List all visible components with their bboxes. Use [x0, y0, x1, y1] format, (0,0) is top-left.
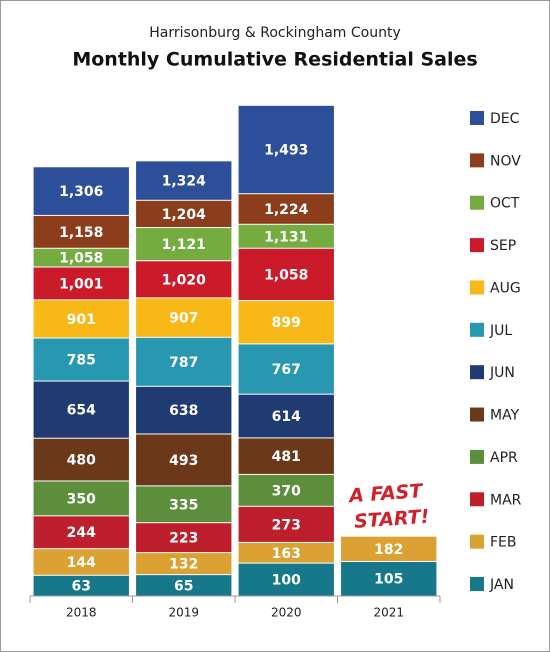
legend-swatch [470, 407, 484, 422]
value-label: 1,058 [264, 267, 308, 283]
value-label: 1,204 [162, 207, 207, 223]
value-label: 273 [272, 517, 301, 533]
value-label: 163 [272, 546, 301, 562]
value-label: 1,493 [264, 143, 308, 159]
legend-label: APR [490, 450, 518, 466]
legend-label: SEP [490, 238, 516, 254]
value-label: 767 [272, 362, 301, 378]
x-tick-label: 2019 [168, 606, 199, 620]
value-label: 493 [169, 453, 198, 469]
value-label: 1,121 [162, 237, 206, 253]
value-label: 654 [67, 403, 96, 419]
value-label: 901 [67, 312, 96, 328]
legend-swatch [470, 492, 484, 507]
legend-label: MAY [490, 408, 520, 424]
bar [237, 562, 335, 597]
legend-swatch [470, 153, 484, 168]
value-label: 480 [67, 453, 96, 469]
value-label: 65 [174, 578, 193, 594]
value-label: 132 [169, 557, 198, 573]
value-label: 907 [169, 311, 198, 327]
value-label: 1,306 [59, 184, 103, 200]
bar [340, 560, 438, 597]
value-label: 785 [67, 353, 96, 369]
value-label: 105 [374, 572, 403, 588]
value-label: 787 [169, 355, 198, 371]
value-label: 335 [169, 497, 198, 513]
legend-label: FEB [490, 535, 517, 551]
value-label: 182 [374, 542, 403, 558]
legend-swatch [470, 449, 484, 464]
value-label: 63 [72, 579, 91, 595]
chart-subtitle: Harrisonburg & Rockingham County [149, 25, 401, 41]
annotation: START! [353, 506, 430, 533]
legend-swatch [470, 111, 484, 125]
value-label: 244 [67, 525, 96, 541]
annotation: A FAST [346, 480, 425, 507]
legend-label: DEC [490, 111, 520, 127]
value-label: 1,131 [264, 229, 308, 245]
legend-label: JAN [489, 577, 514, 593]
legend-label: JUN [489, 365, 515, 381]
value-label: 100 [272, 573, 301, 589]
value-label: 614 [272, 409, 301, 425]
legend-label: MAR [490, 492, 522, 508]
value-label: 481 [272, 449, 301, 465]
value-label: 1,158 [59, 225, 103, 241]
legend-label: JUL [489, 323, 512, 339]
value-label: 899 [272, 315, 301, 331]
value-label: 350 [67, 491, 96, 507]
legend-swatch [470, 195, 484, 210]
value-label: 223 [169, 531, 198, 547]
legend-swatch [470, 238, 484, 253]
value-label: 1,324 [162, 174, 207, 190]
x-tick-label: 2018 [66, 606, 97, 620]
legend-label: OCT [490, 196, 520, 212]
legend-swatch [470, 577, 484, 591]
legend-label: NOV [490, 153, 521, 169]
legend-swatch [470, 534, 484, 549]
x-tick-label: 2021 [373, 606, 404, 620]
value-label: 144 [67, 555, 96, 571]
x-tick-label: 2020 [271, 606, 302, 620]
legend-swatch [470, 322, 484, 337]
value-label: 1,224 [264, 202, 309, 218]
value-label: 1,020 [162, 272, 207, 288]
legend-swatch [470, 280, 484, 295]
chart-title: Monthly Cumulative Residential Sales [72, 49, 477, 71]
value-label: 370 [272, 483, 301, 499]
value-label: 638 [169, 403, 198, 419]
value-label: 1,001 [59, 276, 103, 292]
legend-label: AUG [490, 280, 521, 296]
legend-swatch [470, 365, 484, 380]
value-label: 1,058 [59, 251, 103, 267]
